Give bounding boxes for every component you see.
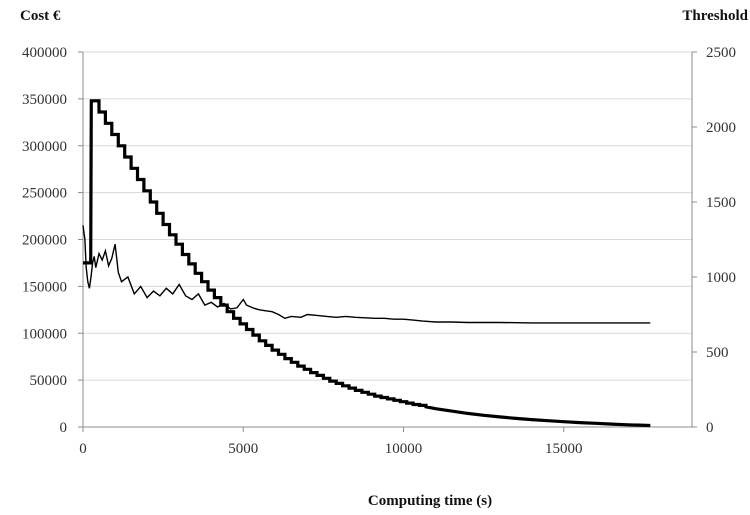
chart-axes [78, 51, 697, 432]
left-axis-title: Cost € [20, 8, 61, 24]
right-axis-tick-labels: 0 500 1000 1500 2000 2500 [706, 45, 736, 436]
x-tick-label: 15000 [545, 441, 583, 457]
left-tick-label: 300000 [22, 139, 67, 155]
left-tick-label: 150000 [22, 279, 67, 295]
left-axis-tick-labels: 0 50000 100000 150000 200000 250000 300000 3500… [22, 45, 67, 436]
right-tick-label: 500 [706, 345, 729, 361]
right-tick-label: 2500 [706, 45, 736, 61]
right-tick-label: 0 [706, 420, 714, 436]
left-tick-label: 0 [60, 420, 68, 436]
x-axis-title: Computing time (s) [368, 493, 492, 509]
right-axis-title: Threshold [682, 8, 748, 24]
series-line-stepped [83, 99, 651, 428]
x-axis-tick-labels: 0 5000 10000 15000 [79, 441, 582, 457]
left-tick-label: 100000 [22, 326, 67, 342]
x-tick-label: 5000 [228, 441, 258, 457]
left-tick-label: 350000 [22, 92, 67, 108]
left-tick-label: 200000 [22, 233, 67, 249]
left-tick-label: 50000 [30, 373, 68, 389]
right-tick-label: 1000 [706, 270, 736, 286]
x-tick-label: 10000 [385, 441, 423, 457]
horizontal-gridlines [83, 51, 692, 381]
series-line-noisy [82, 225, 651, 324]
left-tick-label: 250000 [22, 186, 67, 202]
right-tick-label: 1500 [706, 195, 736, 211]
right-tick-label: 2000 [706, 120, 736, 136]
left-tick-label: 400000 [22, 45, 67, 61]
x-tick-label: 0 [79, 441, 87, 457]
series-layer [82, 99, 651, 428]
